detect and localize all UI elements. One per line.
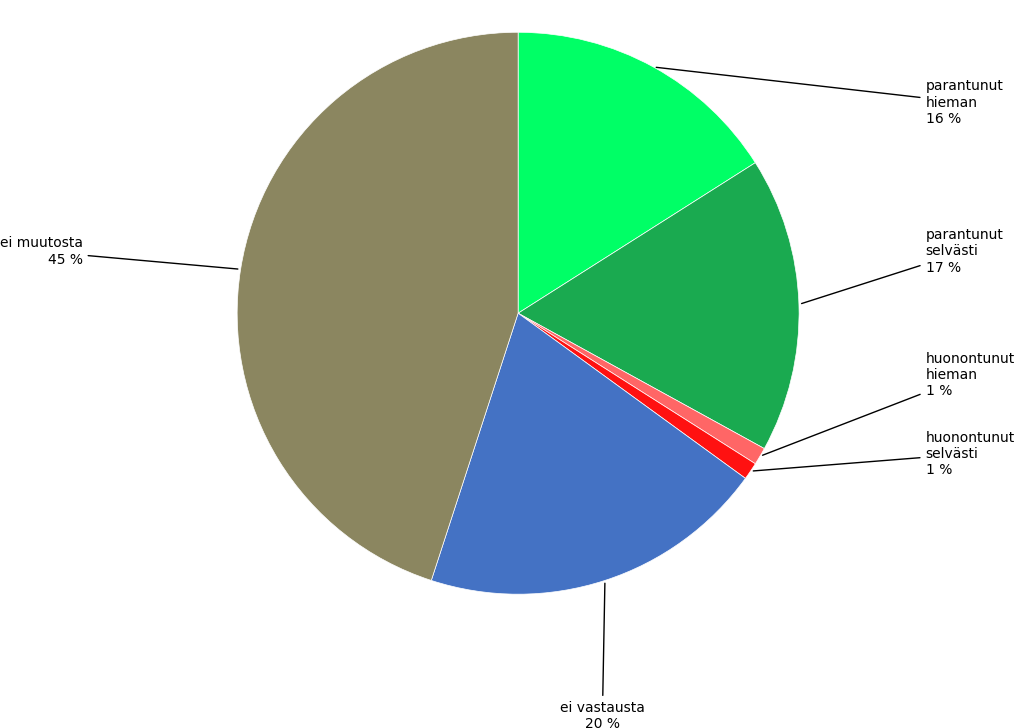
Wedge shape bbox=[237, 32, 518, 580]
Text: ei muutosta
45 %: ei muutosta 45 % bbox=[0, 237, 238, 269]
Wedge shape bbox=[518, 313, 765, 464]
Text: parantunut
hieman
16 %: parantunut hieman 16 % bbox=[656, 67, 1004, 126]
Wedge shape bbox=[518, 32, 756, 313]
Text: ei vastausta
20 %: ei vastausta 20 % bbox=[560, 583, 645, 728]
Wedge shape bbox=[518, 162, 799, 448]
Wedge shape bbox=[431, 313, 745, 594]
Wedge shape bbox=[518, 313, 756, 478]
Text: parantunut
selvästi
17 %: parantunut selvästi 17 % bbox=[801, 228, 1004, 304]
Text: huonontunut
hieman
1 %: huonontunut hieman 1 % bbox=[763, 352, 1015, 455]
Text: huonontunut
selvästi
1 %: huonontunut selvästi 1 % bbox=[754, 430, 1015, 477]
